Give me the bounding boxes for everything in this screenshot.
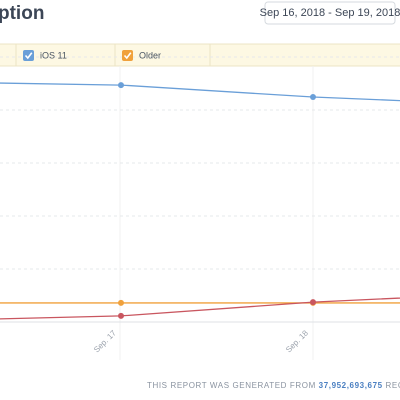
date-picker[interactable] — [264, 1, 396, 25]
check-mark — [24, 52, 33, 60]
record-count: 37,952,693,675 — [319, 381, 383, 390]
series-line — [0, 297, 400, 320]
plot-area: Sep. 17 Sep. 18 — [0, 56, 400, 360]
data-point — [310, 94, 316, 101]
page-title: ption — [0, 3, 44, 24]
date-range[interactable]: Sep 16, 2018 - Sep 19, 2018 — [260, 7, 400, 19]
series-line — [0, 82, 400, 102]
x-tick-label: Sep. 17 — [92, 328, 118, 354]
data-point — [118, 82, 124, 89]
data-point — [118, 299, 124, 306]
legend-bar — [0, 43, 400, 67]
legend-label: iOS 11 — [40, 50, 67, 60]
footer-suffix: RECORDS — [386, 381, 400, 390]
x-tick-label: Sep. 18 — [284, 328, 310, 354]
footer-label: THIS REPORT WAS GENERATED FROM — [147, 381, 316, 390]
legend-checkbox[interactable] — [23, 50, 34, 61]
data-point — [310, 299, 316, 306]
footer-text: THIS REPORT WAS GENERATED FROM 37,952,69… — [147, 381, 400, 390]
legend-label: Older — [139, 50, 161, 60]
check-mark — [123, 52, 132, 60]
data-point — [118, 312, 124, 319]
legend: iOS 11 Older — [23, 50, 161, 61]
legend-checkbox[interactable] — [122, 50, 133, 61]
